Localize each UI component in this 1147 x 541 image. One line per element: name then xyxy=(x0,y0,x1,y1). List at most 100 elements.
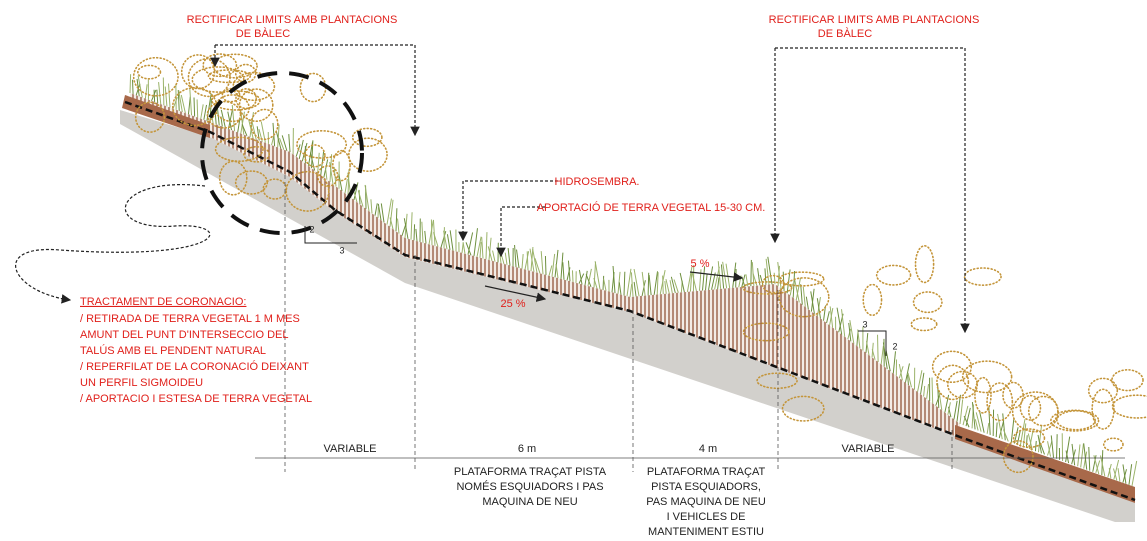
grass-blade xyxy=(357,190,364,207)
section-description: PAS MAQUINA DE NEU xyxy=(646,496,766,508)
grass-blade xyxy=(424,230,427,244)
shrub-outline xyxy=(1002,440,1034,474)
grass-blade xyxy=(629,283,633,298)
grass-blade xyxy=(691,272,697,292)
grass-blade xyxy=(309,152,316,171)
grass-blade xyxy=(440,231,447,248)
grass-blade xyxy=(673,279,679,293)
grass-blade xyxy=(276,131,282,149)
grass-blade xyxy=(397,218,400,234)
grass-blade xyxy=(481,237,484,259)
grass-blade xyxy=(504,252,508,265)
grass-blade xyxy=(1071,443,1076,466)
grass-blade xyxy=(551,253,556,277)
grass-blade xyxy=(978,410,985,433)
grass-blade xyxy=(1131,460,1138,487)
grass-blade xyxy=(618,282,622,295)
grass-blade xyxy=(717,277,720,290)
grass-blade xyxy=(998,420,1005,439)
shrub-outline xyxy=(947,370,979,399)
grass-blade xyxy=(938,391,943,411)
shrub-outline xyxy=(1091,388,1115,430)
grass-blade xyxy=(759,274,764,286)
slope-ratio: 3 xyxy=(862,319,867,329)
natural-terrain xyxy=(120,110,1135,522)
grass-blade xyxy=(633,281,637,297)
grass-blade xyxy=(971,402,976,430)
grass-blade xyxy=(380,203,385,223)
grass-blade xyxy=(931,377,934,404)
shrub-outline xyxy=(1111,369,1144,392)
grass-blade xyxy=(745,274,749,287)
grass-blade xyxy=(670,276,676,294)
profile-line xyxy=(124,100,1136,502)
shrub-outline xyxy=(296,129,348,159)
grass-blade xyxy=(686,266,693,292)
grass-blade xyxy=(187,96,191,115)
grass-blade xyxy=(602,275,605,290)
grass-blade xyxy=(593,261,597,288)
grass-blade xyxy=(1095,460,1101,474)
vegetation xyxy=(129,53,1147,487)
grass-blade xyxy=(524,251,530,270)
shrub-outline xyxy=(875,264,912,286)
grass-blade xyxy=(248,119,254,139)
grass-blade xyxy=(1002,429,1009,442)
grass-blade xyxy=(594,261,601,290)
shrub-outline xyxy=(206,100,242,129)
grass-blade xyxy=(578,269,583,285)
grass-blade xyxy=(648,274,652,296)
grass-blade xyxy=(295,144,301,157)
slope-arrow xyxy=(689,271,744,282)
grass-blade xyxy=(904,363,910,383)
shrub-outline xyxy=(756,372,798,390)
grass-blade xyxy=(1047,440,1053,456)
grass-blade xyxy=(172,97,178,109)
grass-blade xyxy=(180,94,186,114)
grass-blade xyxy=(443,230,448,250)
grass-blade xyxy=(865,340,870,356)
treatment-line: AMUNT DEL PUNT D'INTERSECCIO DEL xyxy=(80,329,288,341)
grass-blade xyxy=(689,272,693,292)
shrub-outline xyxy=(132,56,179,97)
grass-blade xyxy=(603,278,607,291)
grass-blade xyxy=(892,351,896,374)
crown-treatment: TRACTAMENT DE CORONACIO: / RETIRADA DE T… xyxy=(80,296,312,405)
grass-blade xyxy=(923,385,926,397)
grass-blade xyxy=(1117,468,1121,482)
shrub-outline xyxy=(1012,428,1046,449)
grass-blade xyxy=(554,249,559,278)
slope-ratio: 2 xyxy=(892,341,897,351)
grass-blade xyxy=(944,394,950,413)
grass-blade xyxy=(227,111,233,131)
shrub-outline xyxy=(1027,395,1059,427)
grass-blade xyxy=(829,306,834,328)
grass-blade xyxy=(1037,425,1042,453)
grass-blade xyxy=(389,199,394,227)
shrub-outline xyxy=(936,364,970,401)
treatment-line: UN PERFIL SIGMOIDEU xyxy=(80,377,203,389)
grass-blade xyxy=(848,322,852,342)
grass-blade xyxy=(986,422,990,434)
slope-label: 5 % xyxy=(691,258,710,270)
shrub-outline xyxy=(243,146,270,163)
grass-blade xyxy=(722,261,728,289)
grass-blade xyxy=(917,370,923,392)
grass-blade xyxy=(963,415,970,428)
grass-blade xyxy=(995,422,998,438)
section-width: VARIABLE xyxy=(842,443,895,455)
grass-blade xyxy=(1034,440,1037,452)
grass-blade xyxy=(679,272,685,293)
grass-blade xyxy=(353,190,358,203)
grass-blade xyxy=(926,384,930,399)
shrub-outline xyxy=(1087,377,1119,404)
shrub-outline xyxy=(180,54,216,90)
shrub-outline xyxy=(331,149,351,182)
grass-blade xyxy=(792,271,796,298)
grass-blade xyxy=(1083,443,1088,470)
shrub-outline xyxy=(1050,409,1100,432)
shrub-outline xyxy=(1019,394,1042,421)
shrub-outline xyxy=(207,69,251,84)
grass-blade xyxy=(514,244,517,268)
shrub-outline xyxy=(214,136,264,163)
